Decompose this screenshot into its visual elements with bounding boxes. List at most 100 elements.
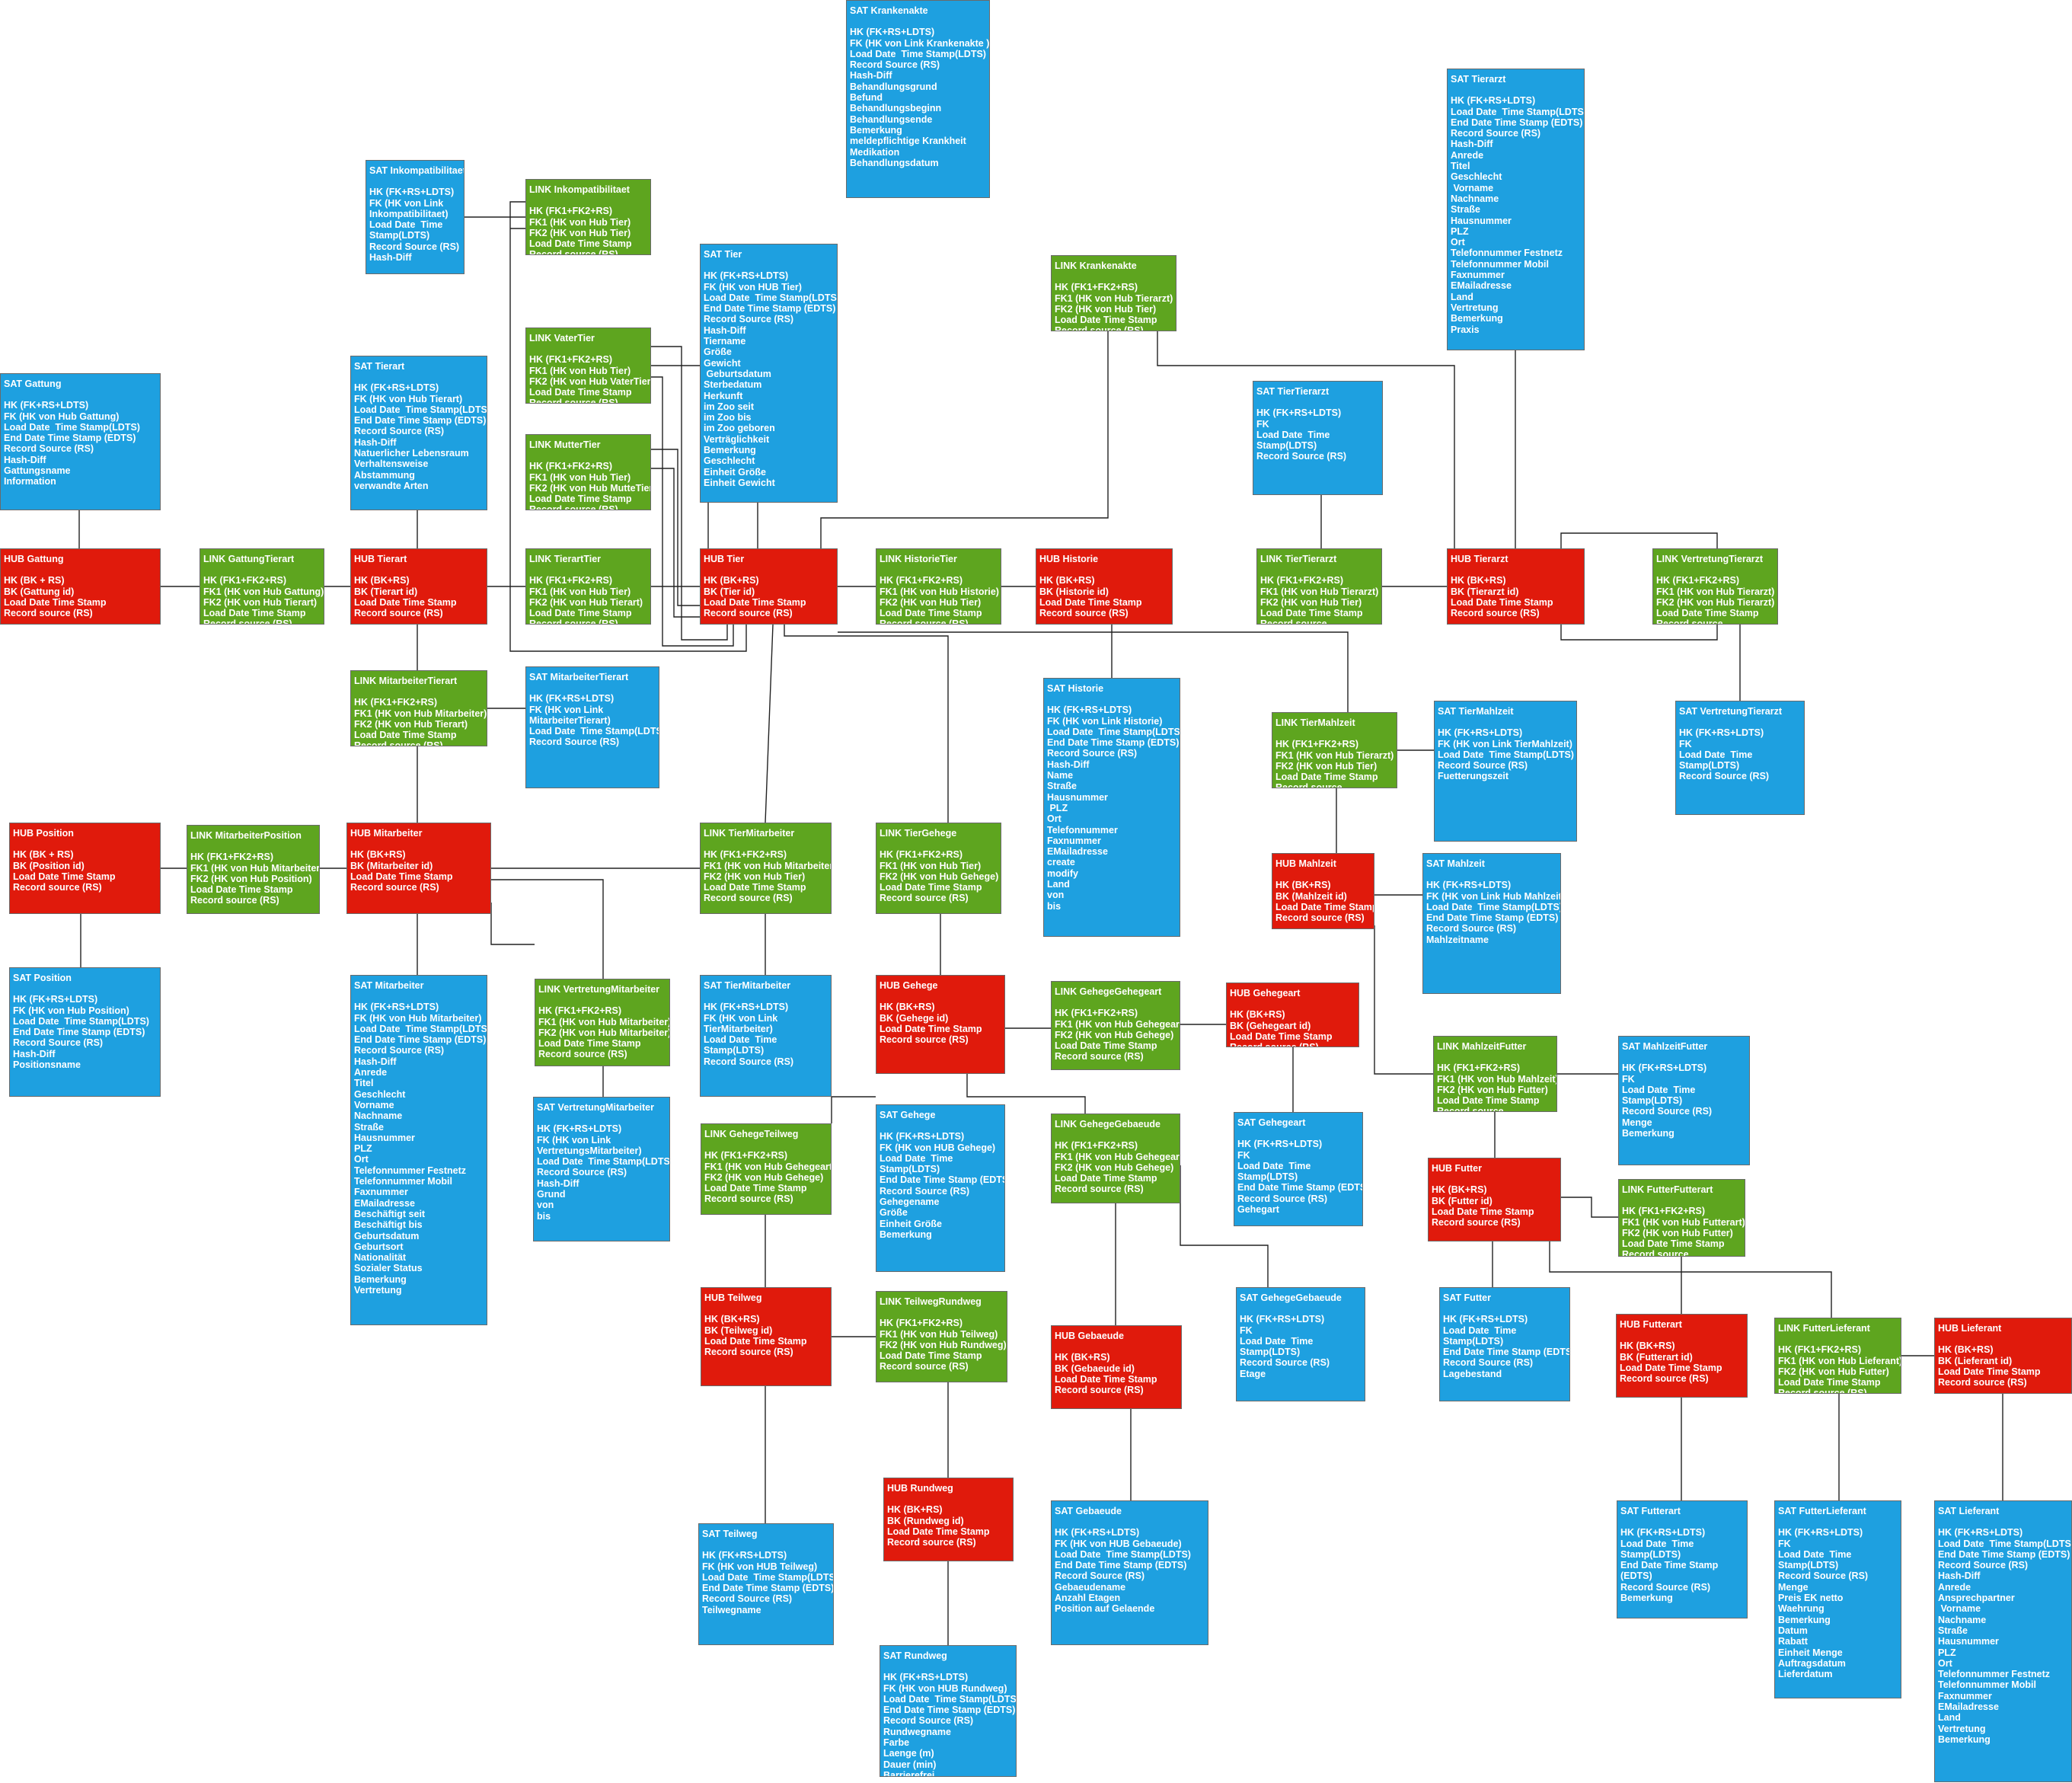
sat-node-sat-mitarbeiter[interactable]: SAT Mitarbeiter HK (FK+RS+LDTS) FK (HK von… <box>350 975 487 1325</box>
node-field: EMailadresse <box>1047 846 1108 858</box>
hub-node-hub-futterart[interactable]: HUB Futterart HK (BK+RS) BK (Futterart id)… <box>1616 1314 1748 1398</box>
node-field: Befund <box>850 92 883 104</box>
node-field: Geburtsdatum <box>704 368 771 379</box>
connector-line <box>831 1096 876 1123</box>
node-field: FK2 (HK von Hub Futter) <box>1778 1366 1889 1377</box>
node-field: Record source (RS) <box>203 618 292 625</box>
sat-node-sat-futter[interactable]: SAT Futter HK (FK+RS+LDTS) Load Date Time S… <box>1439 1287 1570 1401</box>
sat-node-sat-tiertierarzt[interactable]: SAT TierTierarzt HK (FK+RS+LDTS) FK Load Da… <box>1253 381 1383 495</box>
node-title: SAT TierMitarbeiter <box>704 980 791 991</box>
node-field: BK (Historie id) <box>1039 586 1109 597</box>
sat-node-sat-rundweg[interactable]: SAT Rundweg HK (FK+RS+LDTS) FK (HK von HUB… <box>880 1645 1017 1777</box>
node-field: Load Date Time Stamp(LDTS) <box>354 1023 487 1034</box>
sat-node-sat-tierarzt[interactable]: SAT Tierarzt HK (FK+RS+LDTS) Load Date Tim… <box>1447 69 1585 350</box>
link-node-link-teilwegrundweg[interactable]: LINK TeilwegRundweg HK (FK1+FK2+RS) FK1 (H… <box>876 1291 1007 1382</box>
node-field: FK <box>1237 1149 1250 1161</box>
link-node-link-vertretungmitarbeiter[interactable]: LINK VertretungMitarbeiter HK (FK1+FK2+RS… <box>535 979 670 1066</box>
node-field: Load Date Time <box>1622 1084 1696 1095</box>
sat-node-sat-teilweg[interactable]: SAT Teilweg HK (FK+RS+LDTS) FK (HK von HUB… <box>698 1523 834 1645</box>
node-title: LINK TierMitarbeiter <box>704 828 795 839</box>
sat-node-sat-gehegeart[interactable]: SAT Gehegeart HK (FK+RS+LDTS) FK Load Date … <box>1234 1112 1363 1226</box>
sat-node-sat-mitarbeitertierart[interactable]: SAT MitarbeiterTierart HK (FK+RS+LDTS) FK … <box>525 666 659 788</box>
hub-node-hub-historie[interactable]: HUB Historie HK (BK+RS) BK (Historie id) Lo… <box>1036 548 1173 625</box>
node-field: BK (Mahlzeit id) <box>1275 890 1347 902</box>
link-node-link-gehegegehegeart[interactable]: LINK GehegeGehegeart HK (FK1+FK2+RS) FK1 (… <box>1051 981 1180 1070</box>
sat-node-sat-tierart[interactable]: SAT Tierart HK (FK+RS+LDTS) FK (HK von Hub… <box>350 356 487 510</box>
node-title: HUB Lieferant <box>1938 1323 2002 1334</box>
sat-node-sat-tiermahlzeit[interactable]: SAT TierMahlzeit HK (FK+RS+LDTS) FK (HK vo… <box>1434 701 1577 842</box>
sat-node-sat-vertretungtierarzt[interactable]: SAT VertretungTierarzt HK (FK+RS+LDTS) FK L… <box>1675 701 1805 815</box>
node-field: Load Date Time Stamp(LDTS) <box>1438 749 1574 760</box>
sat-node-sat-mahlzeitfutter[interactable]: SAT MahlzeitFutter HK (FK+RS+LDTS) FK Load … <box>1618 1036 1750 1165</box>
sat-node-sat-gattung[interactable]: SAT Gattung HK (FK+RS+LDTS) FK (HK von Hub… <box>0 373 161 510</box>
sat-node-sat-futterlieferant[interactable]: SAT FutterLieferant HK (FK+RS+LDTS) FK Load… <box>1774 1500 1901 1698</box>
hub-node-hub-tierarzt[interactable]: HUB Tierarzt HK (BK+RS) BK (Tierarzt id) Lo… <box>1447 548 1585 625</box>
node-field: Bemerkung <box>1778 1614 1831 1625</box>
link-node-link-inkompatibilitaet[interactable]: LINK Inkompatibilitaet HK (FK1+FK2+RS) FK1… <box>525 179 651 255</box>
connector-line <box>490 903 535 945</box>
link-node-link-tiertierarzt[interactable]: LINK TierTierarzt HK (FK1+FK2+RS) FK1 (HK … <box>1256 548 1382 625</box>
hub-node-hub-mitarbeiter[interactable]: HUB Mitarbeiter HK (BK+RS) BK (Mitarbeiter… <box>346 823 491 914</box>
sat-node-sat-krankenakte[interactable]: SAT Krankenakte HK (FK+RS+LDTS) FK (HK von… <box>846 0 990 198</box>
sat-node-sat-inkompatibilitaet[interactable]: SAT Inkompatibilitaet HK (FK+RS+LDTS) FK (… <box>366 160 465 274</box>
node-title: SAT Tierarzt <box>1451 74 1506 85</box>
hub-node-hub-rundweg[interactable]: HUB Rundweg HK (BK+RS) BK (Rundweg id) Load… <box>883 1478 1014 1561</box>
node-field: Natuerlicher Lebensraum <box>354 448 469 459</box>
hub-node-hub-futter[interactable]: HUB Futter HK (BK+RS) BK (Futter id) Load D… <box>1428 1158 1561 1241</box>
node-field: HK (FK+RS+LDTS) <box>1237 1139 1323 1150</box>
node-field: Rundwegname <box>883 1726 951 1737</box>
node-field: BK (Gebaeude id) <box>1055 1363 1135 1374</box>
node-field: Vorname <box>354 1099 394 1110</box>
sat-node-sat-gehege[interactable]: SAT Gehege HK (FK+RS+LDTS) FK (HK von HUB … <box>876 1104 1005 1272</box>
hub-node-hub-tier[interactable]: HUB Tier HK (BK+RS) BK (Tier id) Load Date … <box>700 548 838 625</box>
sat-node-sat-vertretungmitarbeiter[interactable]: SAT VertretungMitarbeiter HK (FK+RS+LDTS)… <box>533 1097 670 1241</box>
hub-node-hub-gebaeude[interactable]: HUB Gebaeude HK (BK+RS) BK (Gebaeude id) Lo… <box>1051 1325 1182 1409</box>
node-field: Load Date Time Stamp <box>203 608 306 619</box>
link-node-link-futterfutterart[interactable]: LINK FutterFutterart HK (FK1+FK2+RS) FK1 (… <box>1618 1179 1745 1257</box>
sat-node-sat-lieferant[interactable]: SAT Lieferant HK (FK+RS+LDTS) Load Date Ti… <box>1934 1500 2072 1782</box>
hub-node-hub-gehege[interactable]: HUB Gehege HK (BK+RS) BK (Gehege id) Load D… <box>876 975 1005 1074</box>
hub-node-hub-tierart[interactable]: HUB Tierart HK (BK+RS) BK (Tierart id) Load… <box>350 548 487 625</box>
node-field: Record source (RS) <box>1778 1388 1867 1394</box>
link-node-link-mitarbeiterposition[interactable]: LINK MitarbeiterPosition HK (FK1+FK2+RS) F… <box>187 825 320 914</box>
connector-line <box>1180 1165 1269 1287</box>
hub-node-hub-gehegeart[interactable]: HUB Gehegeart HK (BK+RS) BK (Gehegeart id)… <box>1226 983 1359 1047</box>
sat-node-sat-position[interactable]: SAT Position HK (FK+RS+LDTS) FK (HK von Hu… <box>9 967 161 1097</box>
link-node-link-historietier[interactable]: LINK HistorieTier HK (FK1+FK2+RS) FK1 (HK … <box>876 548 1001 625</box>
hub-node-hub-teilweg[interactable]: HUB Teilweg HK (BK+RS) BK (Teilweg id) Load… <box>701 1287 832 1386</box>
link-node-link-muttertier[interactable]: LINK MutterTier HK (FK1+FK2+RS) FK1 (HK vo… <box>525 434 651 510</box>
node-field: BK (Teilweg id) <box>704 1324 773 1336</box>
hub-node-hub-position[interactable]: HUB Position HK (BK + RS) BK (Position id)… <box>9 823 161 914</box>
link-node-link-mahlzeitfutter[interactable]: LINK MahlzeitFutter HK (FK1+FK2+RS) FK1 (H… <box>1433 1036 1557 1112</box>
link-node-link-gehegeteilweg[interactable]: LINK GehegeTeilweg HK (FK1+FK2+RS) FK1 (HK… <box>701 1123 832 1215</box>
sat-node-sat-gehegegebaeude[interactable]: SAT GehegeGebaeude HK (FK+RS+LDTS) FK Load … <box>1236 1287 1365 1401</box>
node-field: HK (FK1+FK2+RS) <box>1778 1344 1862 1356</box>
node-title: LINK GehegeTeilweg <box>704 1129 799 1139</box>
node-field: Load Date Time Stamp <box>529 608 632 619</box>
link-node-link-vatertier[interactable]: LINK VaterTier HK (FK1+FK2+RS) FK1 (HK von… <box>525 328 651 404</box>
hub-node-hub-mahlzeit[interactable]: HUB Mahlzeit HK (BK+RS) BK (Mahlzeit id) Lo… <box>1272 853 1374 929</box>
sat-node-sat-futterart[interactable]: SAT Futterart HK (FK+RS+LDTS) Load Date Ti… <box>1617 1500 1748 1618</box>
hub-node-hub-lieferant[interactable]: HUB Lieferant HK (BK+RS) BK (Lieferant id)… <box>1934 1318 2072 1394</box>
sat-node-sat-historie[interactable]: SAT Historie HK (FK+RS+LDTS) FK (HK von Li… <box>1043 678 1180 937</box>
link-node-link-tiermitarbeiter[interactable]: LINK TierMitarbeiter HK (FK1+FK2+RS) FK1 (… <box>700 823 832 914</box>
node-field: FK (HK von Hub Tierart) <box>354 393 463 404</box>
link-node-link-tierarttier[interactable]: LINK TierartTier HK (FK1+FK2+RS) FK1 (HK v… <box>525 548 651 625</box>
link-node-link-tiermahlzeit[interactable]: LINK TierMahlzeit HK (FK1+FK2+RS) FK1 (HK … <box>1272 712 1397 788</box>
link-node-link-tiergehege[interactable]: LINK TierGehege HK (FK1+FK2+RS) FK1 (HK vo… <box>876 823 1001 914</box>
link-node-link-krankenakte[interactable]: LINK Krankenakte HK (FK1+FK2+RS) FK1 (HK v… <box>1051 255 1176 331</box>
node-field: Load Date Time <box>1240 1335 1314 1347</box>
sat-node-sat-mahlzeit[interactable]: SAT Mahlzeit HK (FK+RS+LDTS) FK (HK von Li… <box>1422 853 1561 994</box>
node-title: HUB Gehege <box>880 980 938 991</box>
link-node-link-gehegegebaeude[interactable]: LINK GehegeGebaeude HK (FK1+FK2+RS) FK1 (H… <box>1051 1114 1180 1203</box>
link-node-link-futterlieferant[interactable]: LINK FutterLieferant HK (FK1+FK2+RS) FK1 (… <box>1774 1318 1901 1394</box>
sat-node-sat-tiermitarbeiter[interactable]: SAT TierMitarbeiter HK (FK+RS+LDTS) FK (HK… <box>700 975 832 1097</box>
node-field: Geschlecht <box>704 455 755 467</box>
link-node-link-vertretungtierarzt[interactable]: LINK VertretungTierarzt HK (FK1+FK2+RS) FK… <box>1652 548 1778 625</box>
sat-node-sat-gebaeude[interactable]: SAT Gebaeude HK (FK+RS+LDTS) FK (HK von HU… <box>1051 1500 1208 1645</box>
link-node-link-gattungtierart[interactable]: LINK GattungTierart HK (FK1+FK2+RS) FK1 (H… <box>200 548 324 625</box>
node-field: Record Source (RS) <box>1443 1357 1534 1369</box>
sat-node-sat-tier[interactable]: SAT Tier HK (FK+RS+LDTS) FK (HK von HUB Ti… <box>700 244 838 503</box>
link-node-link-mitarbeitertierart[interactable]: LINK MitarbeiterTierart HK (FK1+FK2+RS) FK… <box>350 670 487 746</box>
hub-node-hub-gattung[interactable]: HUB Gattung HK (BK + RS) BK (Gattung id) Lo… <box>0 548 161 625</box>
